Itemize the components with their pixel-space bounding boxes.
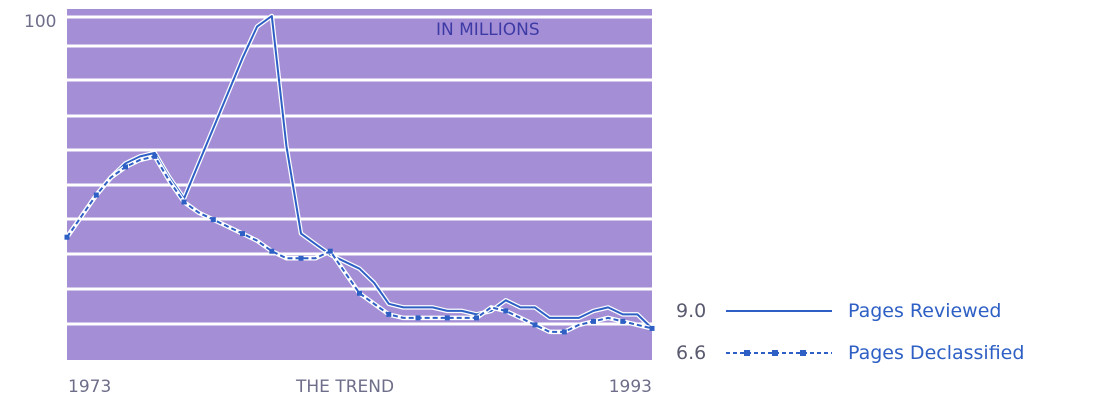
data-point-pages-declassified	[532, 322, 538, 328]
legend-label-pages-declassified: Pages Declassified	[848, 342, 1025, 364]
series-lines	[64, 13, 655, 335]
data-point-pages-declassified	[181, 199, 187, 205]
legend-value-pages-declassified: 6.6	[676, 342, 707, 364]
data-point-pages-declassified	[123, 164, 128, 170]
gridlines	[67, 15, 652, 326]
series-line-pages-declassified	[66, 155, 653, 333]
data-point-pages-declassified	[240, 231, 245, 237]
x-tick-start-label: 1973	[68, 377, 111, 397]
units-annotation: IN MILLIONS	[436, 20, 540, 40]
data-point-pages-declassified	[210, 217, 216, 223]
data-point-pages-declassified	[386, 311, 392, 317]
data-point-pages-declassified	[269, 248, 275, 254]
legend-swatch-solid	[726, 310, 832, 312]
data-point-pages-declassified	[561, 329, 567, 335]
data-point-pages-declassified	[327, 248, 333, 254]
x-tick-end-label: 1993	[609, 377, 652, 397]
legend-label-pages-reviewed: Pages Reviewed	[848, 300, 1002, 322]
legend-item-pages-reviewed: 9.0 Pages Reviewed	[676, 296, 1001, 326]
data-point-pages-declassified	[503, 308, 509, 314]
legend-value-pages-reviewed: 9.0	[676, 300, 707, 322]
data-point-pages-declassified	[444, 315, 450, 321]
legend-item-pages-declassified: 6.6 Pages Declassified	[676, 338, 1024, 368]
y-tick-top-label: 100	[24, 12, 56, 32]
legend-swatch-dotted	[726, 350, 832, 356]
data-point-pages-declassified	[649, 325, 655, 331]
data-point-pages-declassified	[591, 318, 596, 324]
data-point-pages-declassified	[93, 192, 99, 198]
data-point-pages-declassified	[357, 290, 362, 296]
data-point-pages-declassified	[415, 315, 421, 321]
data-point-pages-declassified	[64, 234, 70, 240]
data-point-pages-declassified	[298, 255, 304, 261]
data-point-pages-declassified	[620, 318, 626, 324]
data-point-pages-declassified	[474, 315, 479, 321]
data-point-pages-declassified	[152, 153, 158, 159]
chart-title: THE TREND	[295, 377, 394, 397]
